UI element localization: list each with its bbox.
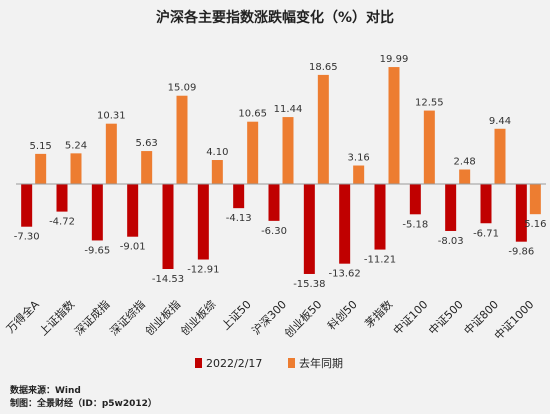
bar-2022-12 [445, 184, 457, 231]
value-label-prior-year-2: 10.31 [97, 111, 126, 122]
category-label-10: 茅指数 [362, 297, 395, 330]
category-label-8: 创业板50 [281, 297, 324, 340]
category-label-0: 万得全A [3, 297, 42, 336]
category-label-11: 中证100 [391, 298, 431, 338]
value-label-prior-year-6: 10.65 [238, 109, 267, 120]
bar-prior-year-13 [494, 128, 506, 184]
bars-group [21, 67, 541, 274]
category-label-4: 创业板指 [142, 297, 183, 338]
value-label-2022-8: -15.38 [293, 279, 325, 290]
value-label-prior-year-7: 11.44 [274, 104, 303, 115]
bar-prior-year-1 [70, 153, 82, 184]
bar-2022-8 [303, 184, 315, 274]
bar-prior-year-11 [423, 110, 435, 184]
bar-2022-10 [374, 184, 386, 250]
bar-2022-11 [409, 184, 421, 215]
chart-title: 沪深各主要指数涨跌幅变化（%）对比 [156, 9, 394, 26]
bar-2022-3 [127, 184, 139, 237]
bar-prior-year-12 [459, 169, 471, 184]
bar-prior-year-0 [35, 153, 47, 184]
value-label-2022-12: -8.03 [438, 236, 464, 247]
value-label-2022-14: -9.86 [508, 247, 534, 258]
bar-2022-14 [515, 184, 527, 242]
value-label-prior-year-12: 2.48 [454, 156, 476, 167]
bar-2022-6 [233, 184, 245, 209]
bar-2022-4 [162, 184, 174, 270]
legend-swatch-prior-year [288, 358, 295, 368]
category-label-5: 创业板综 [177, 297, 218, 338]
bar-2022-1 [56, 184, 68, 212]
bar-2022-9 [339, 184, 351, 264]
bar-2022-5 [197, 184, 209, 260]
category-label-2: 深证成指 [71, 297, 112, 338]
bar-prior-year-9 [353, 165, 365, 184]
bar-2022-0 [21, 184, 33, 227]
category-label-12: 中证500 [426, 298, 466, 338]
legend-swatch-2022 [195, 358, 202, 368]
bar-prior-year-7 [282, 117, 294, 184]
category-label-3: 深证综指 [107, 297, 148, 338]
value-label-prior-year-0: 5.15 [30, 141, 52, 152]
value-label-2022-5: -12.91 [187, 265, 219, 276]
bar-2022-2 [91, 184, 103, 241]
value-labels-group: -7.30 5.15 -4.72 5.24 -9.65 10.31 -9.01 5.63 -14… [14, 54, 547, 290]
category-label-9: 科创50 [324, 297, 359, 332]
value-label-2022-11: -5.18 [402, 219, 428, 230]
value-label-prior-year-4: 15.09 [168, 83, 197, 94]
value-label-2022-10: -11.21 [364, 255, 396, 266]
value-label-prior-year-10: 19.99 [380, 54, 409, 65]
value-label-2022-0: -7.30 [14, 232, 40, 243]
value-label-2022-6: -4.13 [226, 213, 252, 224]
value-label-2022-7: -6.30 [261, 226, 287, 237]
value-label-prior-year-3: 5.63 [136, 138, 158, 149]
bar-prior-year-5 [211, 160, 223, 184]
value-label-2022-2: -9.65 [84, 245, 110, 256]
legend-label-prior-year: 去年同期 [299, 356, 343, 370]
value-label-prior-year-5: 4.10 [206, 147, 228, 158]
legend-label-2022: 2022/2/17 [206, 357, 262, 370]
source-note: 数据来源：Wind [10, 386, 81, 396]
value-label-prior-year-8: 18.65 [309, 62, 338, 73]
bar-prior-year-6 [247, 121, 259, 184]
category-label-6: 上证50 [219, 298, 254, 333]
value-label-2022-1: -4.72 [49, 217, 75, 228]
value-label-prior-year-1: 5.24 [65, 140, 87, 151]
category-label-1: 上证指数 [36, 297, 77, 338]
bar-prior-year-2 [105, 123, 117, 184]
value-label-2022-13: -6.71 [473, 228, 499, 239]
value-label-2022-9: -13.62 [329, 269, 361, 280]
bar-2022-13 [480, 184, 492, 224]
value-label-prior-year-13: 9.44 [489, 116, 511, 127]
value-label-prior-year-14: 5.16 [524, 219, 546, 230]
value-label-2022-4: -14.53 [152, 274, 184, 285]
bar-2022-7 [268, 184, 280, 221]
value-label-2022-3: -9.01 [120, 242, 146, 253]
bar-prior-year-10 [388, 67, 400, 184]
legend: 2022/2/17 去年同期 [195, 356, 343, 370]
value-label-prior-year-11: 12.55 [415, 98, 444, 109]
bar-prior-year-3 [141, 151, 153, 184]
author-note: 制图：全景财经（ID：p5w2012） [10, 399, 157, 409]
value-label-prior-year-9: 3.16 [348, 153, 370, 164]
bar-prior-year-14 [529, 184, 541, 215]
bar-prior-year-4 [176, 95, 188, 184]
bar-prior-year-8 [317, 74, 329, 184]
